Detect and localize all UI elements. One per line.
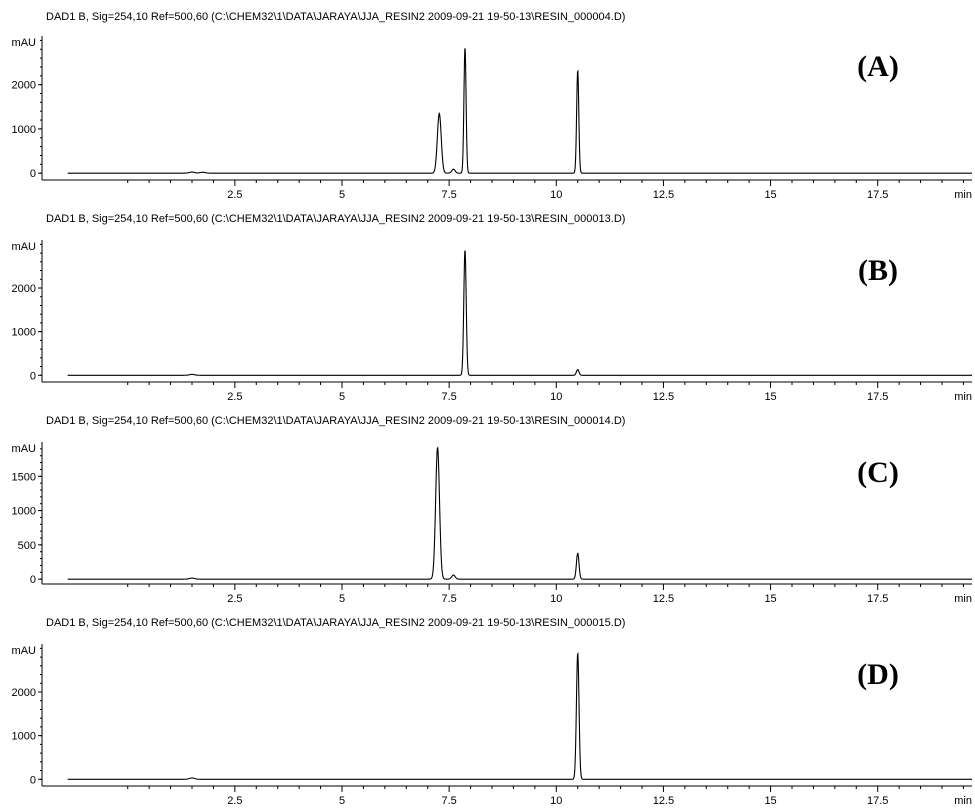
peak-point xyxy=(577,552,578,553)
x-tick-label: 12.5 xyxy=(653,189,674,201)
y-tick-label: 2000 xyxy=(12,80,36,92)
peak-point xyxy=(464,46,465,47)
signal-trace xyxy=(67,48,972,174)
x-unit-label: min xyxy=(954,795,972,807)
x-tick-label: 15 xyxy=(764,189,776,201)
x-tick-label: 15 xyxy=(764,391,776,403)
x-tick-label: 7.5 xyxy=(441,391,456,403)
peak-point xyxy=(191,777,192,778)
x-unit-label: min xyxy=(954,593,972,605)
chromatogram-panel: DAD1 B, Sig=254,10 Ref=500,60 (C:\CHEM32… xyxy=(12,11,972,201)
x-tick-label: 15 xyxy=(764,795,776,807)
y-tick-label: 500 xyxy=(18,540,36,552)
chromatogram-panel: DAD1 B, Sig=254,10 Ref=500,60 (C:\CHEM32… xyxy=(12,617,972,807)
x-tick-label: 12.5 xyxy=(653,593,674,605)
y-axis-label: mAU xyxy=(12,443,37,455)
x-tick-label: 2.5 xyxy=(227,795,242,807)
peak-point xyxy=(577,652,578,653)
peak-point xyxy=(453,574,454,575)
x-tick-label: 7.5 xyxy=(441,189,456,201)
chromatogram-panel: DAD1 B, Sig=254,10 Ref=500,60 (C:\CHEM32… xyxy=(12,213,972,403)
peak-point xyxy=(464,249,465,250)
peak-point xyxy=(191,374,192,375)
peak-point xyxy=(439,113,440,114)
x-unit-label: min xyxy=(954,391,972,403)
panel-header: DAD1 B, Sig=254,10 Ref=500,60 (C:\CHEM32… xyxy=(46,213,625,225)
x-tick-label: 5 xyxy=(339,593,345,605)
x-tick-label: 10 xyxy=(550,795,562,807)
x-tick-label: 2.5 xyxy=(227,189,242,201)
x-tick-label: 5 xyxy=(339,795,345,807)
panel-label: (A) xyxy=(857,50,899,83)
x-tick-label: 12.5 xyxy=(653,391,674,403)
panel-label: (B) xyxy=(858,254,898,287)
y-tick-label: 2000 xyxy=(12,283,36,295)
x-tick-label: 10 xyxy=(550,189,562,201)
peak-point xyxy=(577,69,578,70)
x-tick-label: 17.5 xyxy=(867,795,888,807)
panel-header: DAD1 B, Sig=254,10 Ref=500,60 (C:\CHEM32… xyxy=(46,11,625,23)
x-tick-label: 5 xyxy=(339,391,345,403)
x-tick-label: 5 xyxy=(339,189,345,201)
y-axis-label: mAU xyxy=(12,241,37,253)
y-tick-label: 0 xyxy=(30,370,36,382)
x-tick-label: 7.5 xyxy=(441,593,456,605)
y-axis-label: mAU xyxy=(12,37,37,49)
x-tick-label: 2.5 xyxy=(227,593,242,605)
y-tick-label: 1000 xyxy=(12,506,36,518)
y-tick-label: 1000 xyxy=(12,731,36,743)
panel-label: (C) xyxy=(857,456,899,489)
y-tick-label: 0 xyxy=(30,168,36,180)
x-unit-label: min xyxy=(954,189,972,201)
x-tick-label: 17.5 xyxy=(867,189,888,201)
peak-point xyxy=(453,169,454,170)
y-tick-label: 1000 xyxy=(12,327,36,339)
peak-point xyxy=(577,369,578,370)
peak-point xyxy=(202,172,203,173)
x-tick-label: 10 xyxy=(550,593,562,605)
y-tick-label: 1000 xyxy=(12,124,36,136)
y-tick-label: 0 xyxy=(30,574,36,586)
peak-point xyxy=(191,171,192,172)
panel-header: DAD1 B, Sig=254,10 Ref=500,60 (C:\CHEM32… xyxy=(46,617,625,629)
x-tick-label: 17.5 xyxy=(867,593,888,605)
y-axis-label: mAU xyxy=(12,645,37,657)
x-tick-label: 15 xyxy=(764,593,776,605)
signal-trace xyxy=(67,446,972,580)
x-tick-label: 12.5 xyxy=(653,795,674,807)
x-tick-label: 10 xyxy=(550,391,562,403)
chromatogram-panel: DAD1 B, Sig=254,10 Ref=500,60 (C:\CHEM32… xyxy=(12,415,972,605)
x-tick-label: 2.5 xyxy=(227,391,242,403)
x-tick-label: 7.5 xyxy=(441,795,456,807)
panel-label: (D) xyxy=(857,658,899,691)
peak-point xyxy=(191,578,192,579)
y-tick-label: 0 xyxy=(30,774,36,786)
y-tick-label: 2000 xyxy=(12,687,36,699)
panel-header: DAD1 B, Sig=254,10 Ref=500,60 (C:\CHEM32… xyxy=(46,415,625,427)
signal-trace xyxy=(67,250,972,376)
signal-trace xyxy=(67,651,972,780)
y-tick-label: 1500 xyxy=(12,471,36,483)
x-tick-label: 17.5 xyxy=(867,391,888,403)
peak-point xyxy=(437,447,438,448)
